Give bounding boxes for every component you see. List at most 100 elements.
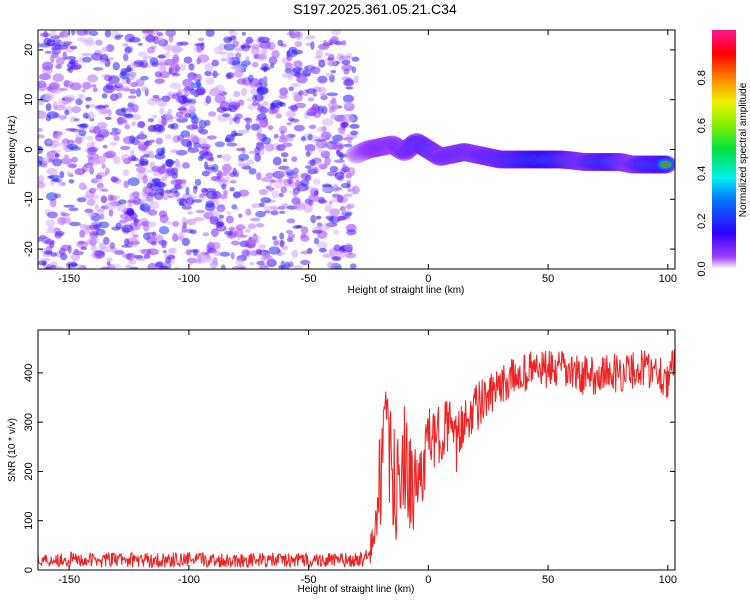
noise-blob bbox=[119, 213, 129, 220]
noise-blob bbox=[277, 39, 284, 46]
noise-blob bbox=[152, 114, 158, 119]
noise-blob bbox=[346, 203, 352, 211]
noise-blob bbox=[322, 186, 332, 193]
noise-blob bbox=[279, 102, 286, 107]
noise-blob bbox=[350, 130, 359, 136]
noise-blob bbox=[122, 253, 128, 258]
noise-blob bbox=[113, 128, 122, 135]
noise-blob bbox=[109, 93, 119, 102]
y-axis-label-bottom: SNR (10 * v/v) bbox=[7, 418, 18, 482]
noise-blob bbox=[115, 82, 126, 87]
noise-blob bbox=[46, 150, 59, 160]
noise-blob bbox=[256, 172, 262, 181]
noise-blob bbox=[231, 230, 236, 238]
noise-blob bbox=[133, 234, 139, 238]
noise-blob bbox=[268, 56, 278, 65]
noise-blob bbox=[335, 149, 341, 155]
noise-blob bbox=[139, 131, 145, 136]
noise-blob bbox=[328, 106, 334, 114]
noise-blob bbox=[325, 72, 333, 78]
noise-blob bbox=[210, 228, 219, 238]
noise-blob bbox=[185, 196, 195, 206]
noise-blob bbox=[243, 117, 251, 121]
noise-blob bbox=[214, 84, 225, 94]
ridge-mark bbox=[661, 162, 670, 167]
noise-blob bbox=[49, 240, 55, 249]
noise-blob bbox=[226, 72, 235, 79]
noise-blob bbox=[223, 43, 236, 51]
noise-blob bbox=[69, 146, 81, 151]
noise-blob bbox=[280, 152, 289, 158]
noise-blob bbox=[199, 143, 211, 150]
noise-blob bbox=[119, 219, 128, 224]
noise-blob bbox=[121, 153, 131, 163]
noise-blob bbox=[41, 156, 50, 165]
noise-blob bbox=[310, 41, 315, 50]
noise-blob bbox=[279, 232, 285, 240]
noise-blob bbox=[161, 163, 167, 169]
noise-blob bbox=[236, 78, 247, 85]
noise-blob bbox=[292, 167, 299, 174]
noise-blob bbox=[154, 182, 167, 188]
noise-blob bbox=[106, 261, 111, 266]
noise-blob bbox=[228, 98, 233, 103]
bottom-y-tick-label: 100 bbox=[23, 512, 35, 530]
noise-blob bbox=[45, 103, 52, 112]
noise-blob bbox=[300, 136, 306, 142]
noise-blob bbox=[82, 229, 91, 235]
colorbar-tick-label: 0.2 bbox=[696, 214, 708, 229]
noise-blob bbox=[159, 107, 165, 116]
noise-blob bbox=[305, 151, 311, 157]
noise-blob bbox=[69, 221, 81, 227]
noise-blob bbox=[233, 90, 241, 98]
noise-blob bbox=[54, 232, 63, 239]
noise-blob bbox=[206, 135, 217, 140]
top-y-tick-label: 20 bbox=[23, 44, 35, 56]
noise-blob bbox=[191, 199, 203, 203]
noise-blob bbox=[337, 126, 346, 134]
noise-blob bbox=[155, 137, 163, 145]
top-x-tick-label: 50 bbox=[542, 273, 554, 285]
noise-blob bbox=[90, 52, 103, 61]
noise-blob bbox=[262, 82, 268, 87]
noise-blob bbox=[164, 189, 173, 194]
noise-blob bbox=[94, 204, 99, 210]
noise-blob bbox=[129, 213, 138, 219]
noise-blob bbox=[96, 172, 108, 177]
noise-blob bbox=[245, 208, 252, 216]
noise-blob bbox=[245, 123, 251, 131]
noise-blob bbox=[305, 165, 312, 170]
noise-blob bbox=[104, 30, 112, 38]
noise-blob bbox=[288, 86, 294, 92]
noise-blob bbox=[345, 86, 354, 90]
noise-blob bbox=[157, 100, 168, 107]
noise-blob bbox=[172, 233, 179, 242]
noise-blob bbox=[151, 177, 161, 184]
noise-blob bbox=[270, 205, 278, 210]
noise-blob bbox=[143, 140, 152, 147]
noise-blob bbox=[165, 30, 177, 37]
noise-blob bbox=[113, 135, 120, 142]
noise-blob bbox=[182, 221, 187, 229]
noise-blob bbox=[185, 186, 190, 196]
noise-blob bbox=[294, 179, 302, 189]
noise-blob bbox=[221, 163, 232, 173]
noise-blob bbox=[240, 87, 248, 97]
noise-blob bbox=[115, 222, 122, 230]
noise-blob bbox=[247, 74, 254, 83]
noise-blob bbox=[85, 96, 93, 102]
noise-blob bbox=[131, 154, 136, 161]
noise-blob bbox=[225, 215, 234, 224]
noise-blob bbox=[88, 187, 97, 194]
noise-blob bbox=[54, 153, 60, 158]
noise-blob bbox=[237, 266, 247, 269]
noise-blob bbox=[349, 123, 360, 129]
noise-blob bbox=[211, 59, 220, 67]
noise-blob bbox=[282, 245, 289, 251]
noise-blob bbox=[108, 209, 114, 217]
noise-blob bbox=[241, 249, 250, 257]
noise-blob bbox=[39, 73, 51, 81]
noise-blob bbox=[197, 126, 204, 133]
noise-blob bbox=[314, 138, 327, 142]
